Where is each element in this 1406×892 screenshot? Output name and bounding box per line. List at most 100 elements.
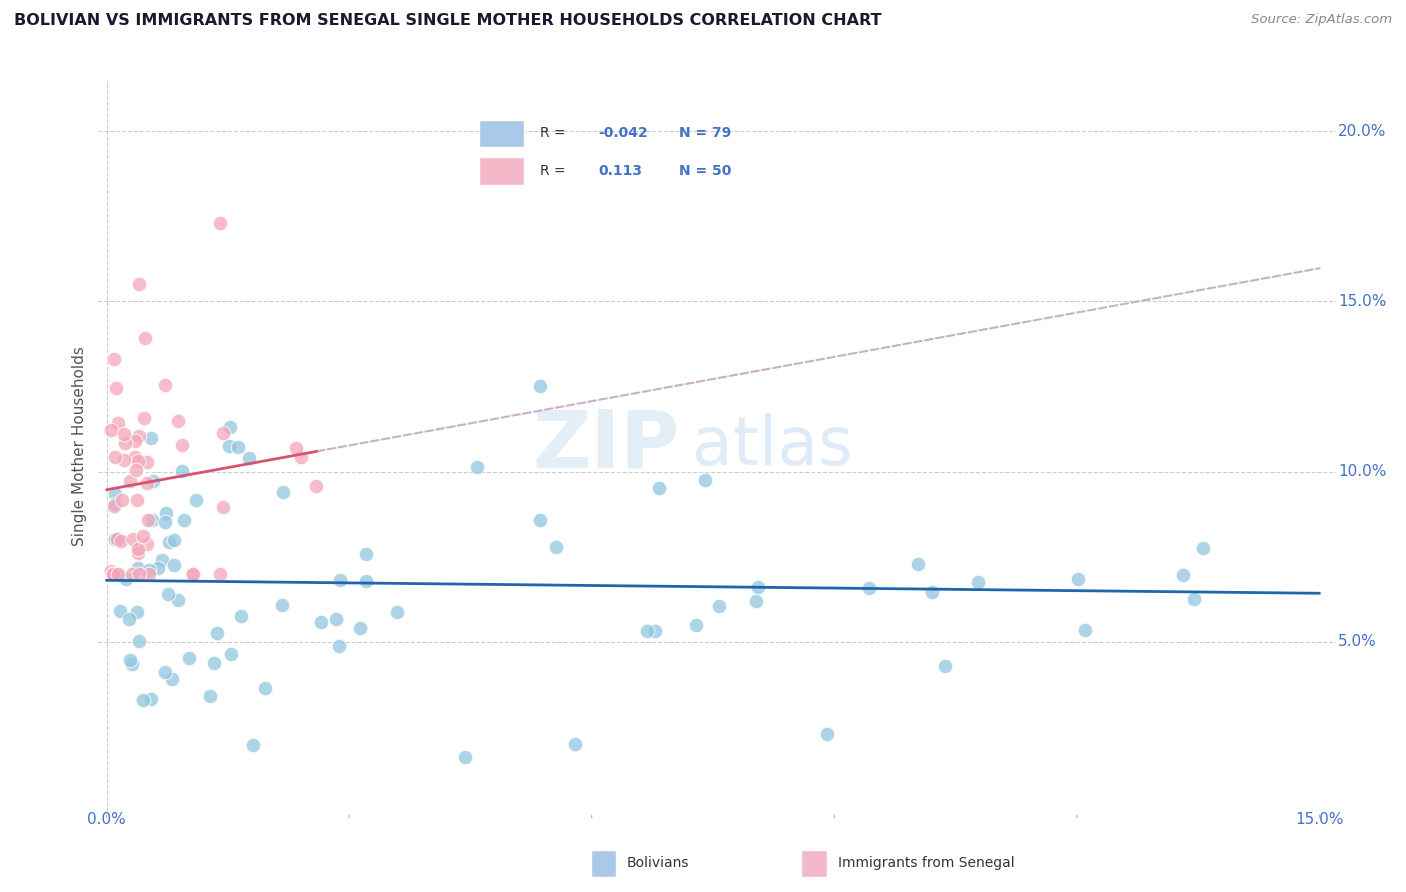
Point: [104, 566, 127, 581]
Point: [104, 497, 127, 511]
Point: [707, 599, 730, 614]
Point: [160, 672, 183, 686]
Point: [529, 379, 551, 393]
Point: [270, 598, 292, 612]
Point: [202, 656, 225, 670]
Text: BOLIVIAN VS IMMIGRANTS FROM SENEGAL SINGLE MOTHER HOUSEHOLDS CORRELATION CHART: BOLIVIAN VS IMMIGRANTS FROM SENEGAL SING…: [14, 13, 882, 29]
Point: [1067, 572, 1090, 586]
Text: N = 79: N = 79: [679, 126, 731, 140]
Point: [290, 450, 312, 465]
Point: [218, 420, 240, 434]
Point: [159, 534, 181, 549]
Point: [125, 462, 148, 476]
Point: [349, 621, 371, 635]
Point: [141, 513, 163, 527]
Point: [110, 604, 132, 618]
Point: [153, 515, 176, 529]
Point: [104, 487, 127, 501]
Point: [105, 381, 128, 395]
Point: [118, 612, 141, 626]
Point: [242, 738, 264, 752]
Point: [124, 450, 146, 464]
Point: [107, 416, 129, 430]
Point: [125, 493, 148, 508]
Text: 0.0%: 0.0%: [87, 813, 127, 828]
Point: [156, 587, 179, 601]
Point: [209, 566, 232, 581]
Point: [271, 485, 294, 500]
Point: [200, 690, 222, 704]
Point: [132, 528, 155, 542]
Point: [648, 481, 671, 495]
Point: [163, 533, 186, 548]
Point: [218, 439, 240, 453]
Text: 20.0%: 20.0%: [1339, 124, 1386, 139]
Point: [253, 681, 276, 695]
Point: [128, 277, 150, 292]
Point: [118, 652, 141, 666]
Point: [112, 452, 135, 467]
Point: [124, 434, 146, 449]
Point: [1192, 541, 1215, 555]
Point: [105, 532, 128, 546]
Point: [544, 541, 567, 555]
Point: [172, 438, 194, 452]
Point: [125, 605, 148, 619]
Point: [155, 506, 177, 520]
Point: [152, 553, 174, 567]
Point: [128, 453, 150, 467]
Text: 10.0%: 10.0%: [1339, 464, 1386, 479]
Text: N = 50: N = 50: [679, 164, 731, 178]
Point: [110, 533, 132, 548]
Point: [136, 537, 159, 551]
Point: [167, 414, 190, 428]
Point: [138, 513, 160, 527]
Point: [354, 574, 377, 589]
Point: [139, 430, 162, 444]
Text: atlas: atlas: [692, 413, 853, 479]
Point: [354, 547, 377, 561]
Point: [212, 425, 235, 440]
Point: [128, 429, 150, 443]
Text: 15.0%: 15.0%: [1339, 293, 1386, 309]
Bar: [479, 120, 524, 147]
Point: [121, 566, 143, 581]
Point: [644, 624, 666, 639]
Point: [114, 573, 136, 587]
Text: 5.0%: 5.0%: [1339, 634, 1376, 649]
Point: [120, 475, 142, 489]
Point: [858, 581, 880, 595]
Point: [966, 574, 988, 589]
Point: [103, 352, 125, 367]
Point: [219, 648, 242, 662]
Point: [745, 594, 768, 608]
Point: [1171, 567, 1194, 582]
Text: R =: R =: [540, 164, 575, 178]
Point: [465, 460, 488, 475]
Point: [1074, 623, 1097, 637]
Point: [104, 450, 127, 465]
Point: [148, 561, 170, 575]
Point: [285, 441, 308, 455]
Point: [121, 657, 143, 672]
Point: [921, 585, 943, 599]
Point: [153, 378, 176, 392]
Point: [127, 561, 149, 575]
Point: [122, 532, 145, 546]
Text: Immigrants from Senegal: Immigrants from Senegal: [838, 856, 1015, 871]
Point: [111, 493, 134, 508]
Point: [934, 659, 956, 673]
Point: [104, 533, 127, 547]
Point: [636, 624, 658, 638]
Point: [136, 475, 159, 490]
Point: [103, 500, 125, 514]
Point: [231, 609, 253, 624]
Point: [328, 640, 350, 654]
Point: [128, 633, 150, 648]
Point: [127, 546, 149, 560]
Point: [170, 464, 193, 478]
Point: [685, 618, 707, 632]
Point: [1182, 592, 1205, 607]
Point: [101, 566, 124, 581]
Point: [138, 566, 160, 581]
